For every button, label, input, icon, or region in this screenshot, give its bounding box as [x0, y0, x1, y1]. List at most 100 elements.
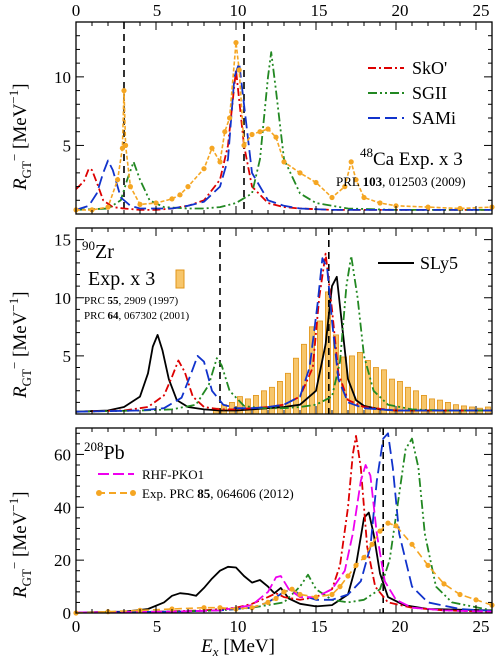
exp-data-point: [337, 584, 343, 590]
exp-data-point: [105, 204, 111, 210]
series-line-sko: [75, 435, 493, 614]
exp-data-point: [273, 595, 279, 602]
exp-data-point: [377, 200, 383, 206]
reference-citation: PRC 64, 067302 (2001): [84, 310, 189, 322]
legend-label-sly5: SLy5: [420, 253, 458, 273]
x-axis-label: Ex [MeV]: [200, 636, 275, 659]
exp-bar: [452, 404, 459, 415]
series-line-sgii: [75, 51, 492, 211]
exp-data-point: [222, 129, 228, 135]
nucleus-label: 208Pb: [84, 439, 125, 464]
series-line-sami: [75, 62, 492, 211]
reference-citation: PRL 103, 012503 (2009): [336, 174, 466, 189]
exp-data-point: [137, 201, 143, 207]
legend: RHF-PKO1 Exp. PRC 85, 064606 (2012): [96, 467, 294, 501]
exp-data-point: [281, 159, 287, 165]
legend-marker-exp: [96, 490, 102, 496]
series-layer: [73, 40, 495, 213]
exp-data-point: [265, 126, 271, 132]
legend-label-exp: Exp. PRC 85, 064606 (2012): [142, 486, 294, 501]
y-axis-label: RGT− [MeV−1]: [6, 291, 34, 399]
series-layer: [73, 432, 495, 616]
exp-data-point: [297, 170, 303, 176]
exp-data-point: [385, 520, 391, 526]
exp-data-point: [329, 194, 335, 201]
exp-data-point: [185, 184, 191, 190]
exp-data-point: [377, 528, 383, 534]
bars-layer: [212, 291, 491, 415]
top-tick-label: 5: [153, 1, 162, 20]
exp-data-point: [123, 142, 129, 148]
x-tick-label: 25: [473, 617, 490, 636]
y-tick-label: 20: [54, 551, 71, 570]
exp-data-point: [233, 40, 239, 46]
series-line-exp: [75, 522, 493, 614]
legend-label-sami: SAMi: [412, 108, 456, 128]
exp-data-point: [241, 142, 247, 148]
exp-data-point: [89, 207, 95, 213]
exp-data-point: [361, 554, 367, 561]
exp-data-point: [201, 605, 207, 611]
exp-data-point: [121, 88, 127, 94]
exp-data-point: [342, 184, 348, 190]
exp-data-point: [353, 177, 359, 183]
top-axis-tick-labels: 0 5 10 15 20 25: [72, 1, 490, 20]
exp-data-point: [265, 599, 271, 606]
y-tick-label: 60: [54, 445, 71, 464]
series-line-sly5: [75, 511, 493, 614]
exp-bar: [260, 390, 267, 415]
y-tick-label: 5: [63, 136, 72, 155]
exp-data-point: [409, 541, 415, 547]
exp-data-point: [177, 192, 183, 198]
exp-bar: [236, 396, 243, 415]
x-tick-label: 0: [72, 617, 81, 636]
legend-label-skop: SkO': [412, 58, 447, 78]
y-tick-label: 10: [54, 68, 71, 87]
axis-ticks: 5 10 15: [54, 227, 492, 415]
panel-ca48: 5 10 RGT− [MeV−1] SkO' SGII SAMi 48Ca Exp…: [6, 21, 495, 215]
exp-bar-legend-swatch: [175, 269, 185, 289]
exp-bar: [428, 398, 435, 415]
series-line-sko: [75, 252, 492, 413]
exp-data-point: [348, 159, 354, 165]
top-tick-label: 20: [392, 1, 409, 20]
legend-marker-exp: [130, 490, 136, 496]
exp-data-point: [313, 594, 319, 600]
series-line-exp: [76, 41, 493, 211]
exp-bar: [444, 401, 451, 415]
exp-data-point: [297, 591, 303, 598]
legend: SkO' SGII SAMi: [368, 58, 456, 128]
exp-data-point: [227, 115, 233, 121]
series-line-sly5: [75, 275, 492, 413]
y-tick-label: 5: [63, 347, 72, 366]
exp-data-point: [209, 145, 215, 151]
exp-data-point: [473, 597, 479, 603]
exp-bar: [380, 369, 387, 415]
plot-frame: [75, 427, 493, 614]
exp-data-point: [257, 129, 263, 135]
exp-data-point: [329, 591, 335, 598]
exp-data-point: [115, 177, 121, 183]
y-tick-label: 10: [54, 289, 71, 308]
axis-ticks: 0 20 40 60: [54, 428, 492, 623]
exp-data-point: [169, 196, 175, 202]
exp-data-point: [353, 562, 359, 569]
exp-data-point: [127, 184, 133, 190]
x-tick-label: 10: [230, 617, 247, 636]
axis-ticks: 5 10: [54, 21, 492, 215]
exp-data-point: [289, 586, 295, 592]
exp-bar: [396, 380, 403, 415]
series-line-sami: [75, 432, 493, 614]
y-tick-label: 15: [54, 231, 71, 250]
exp-data-point: [393, 203, 399, 209]
x-tick-label: 15: [311, 617, 328, 636]
panel-pb208: 0 20 40 60 RGT− [MeV−1] 208Pb RHF-PKO1 Exp.…: [6, 427, 495, 623]
exp-data-point: [441, 581, 447, 587]
exp-data-point: [369, 541, 375, 547]
legend: SLy5: [378, 253, 458, 273]
series-line-sgii: [75, 437, 493, 614]
series-line-rhf-pko1: [75, 464, 493, 614]
y-tick-label: 40: [54, 498, 71, 517]
legend-label-sgii: SGII: [412, 83, 447, 103]
